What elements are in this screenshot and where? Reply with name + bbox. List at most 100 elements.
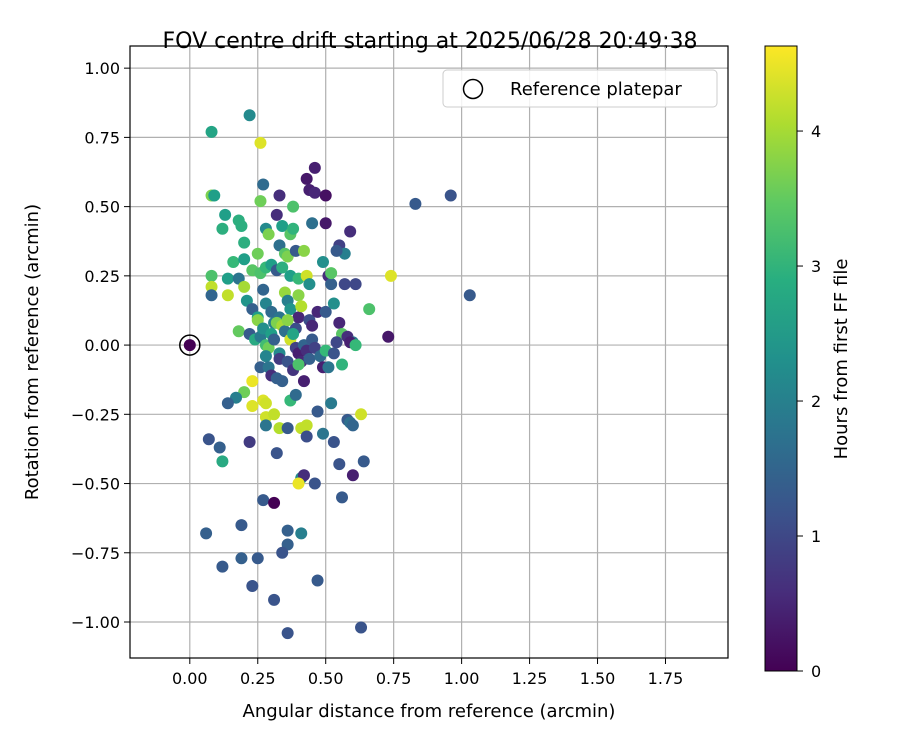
data-point xyxy=(268,333,281,346)
data-point xyxy=(243,436,256,448)
data-point xyxy=(216,455,229,468)
colorbar: 0 1 2 3 4 Hours from first FF file xyxy=(764,45,852,681)
data-point xyxy=(287,200,300,213)
data-point xyxy=(303,278,316,291)
data-point xyxy=(268,496,281,509)
data-point xyxy=(319,189,332,202)
data-point xyxy=(319,305,332,318)
x-axis-ticks: 0.00 0.25 0.50 0.75 1.00 1.25 1.50 1.75 xyxy=(172,658,683,688)
data-point xyxy=(254,195,267,208)
data-point xyxy=(276,220,289,232)
data-point xyxy=(216,222,229,235)
data-point xyxy=(300,430,313,443)
data-point xyxy=(254,136,267,149)
data-point xyxy=(336,358,349,371)
data-point xyxy=(338,278,351,291)
data-point xyxy=(297,244,310,257)
data-point xyxy=(259,350,272,363)
data-point xyxy=(281,627,294,640)
data-point xyxy=(333,458,346,471)
y-tick-label: −1.00 xyxy=(71,613,120,632)
data-point xyxy=(325,278,338,291)
data-point xyxy=(238,280,251,293)
y-tick-label: 1.00 xyxy=(84,59,120,78)
data-point xyxy=(333,316,346,329)
reference-point-ring xyxy=(179,334,201,356)
colorbar-tick-label: 0 xyxy=(811,662,821,681)
data-point xyxy=(287,222,300,235)
data-point xyxy=(216,560,229,573)
colorbar-gradient xyxy=(764,45,798,672)
data-point xyxy=(221,272,234,285)
chart-title: FOV centre drift starting at 2025/06/28 … xyxy=(163,29,698,54)
y-axis-label: Rotation from reference (arcmin) xyxy=(22,204,43,500)
data-point xyxy=(246,400,259,412)
y-tick-label: −0.75 xyxy=(71,544,120,563)
y-tick-label: 0.50 xyxy=(84,198,120,217)
data-point xyxy=(281,524,294,537)
legend-box xyxy=(442,69,718,108)
data-point xyxy=(330,244,343,257)
data-point xyxy=(205,289,218,302)
data-point xyxy=(311,574,324,587)
x-tick-label: 1.75 xyxy=(648,669,684,688)
data-point xyxy=(205,280,218,293)
plot-frame xyxy=(129,45,729,659)
data-point xyxy=(273,189,286,202)
data-point xyxy=(276,261,289,274)
data-point xyxy=(287,328,300,340)
data-point xyxy=(300,172,313,185)
data-point xyxy=(276,375,289,388)
data-point xyxy=(325,267,338,280)
data-point xyxy=(303,352,316,365)
data-point xyxy=(202,433,215,446)
x-tick-label: 1.25 xyxy=(512,669,548,688)
data-point xyxy=(270,447,283,460)
data-point xyxy=(257,178,270,191)
data-point xyxy=(363,303,376,316)
data-point xyxy=(327,297,340,310)
data-points xyxy=(183,109,476,640)
data-point xyxy=(346,469,359,482)
colorbar-label: Hours from first FF file xyxy=(831,259,852,460)
data-point xyxy=(308,161,321,174)
data-point xyxy=(243,109,256,122)
data-point xyxy=(463,289,476,302)
data-point xyxy=(316,427,329,440)
legend-entry-reference-platepar: Reference platepar xyxy=(510,79,682,100)
data-point xyxy=(232,325,245,338)
x-tick-label: 0.25 xyxy=(240,669,276,688)
data-point xyxy=(319,217,332,230)
data-point xyxy=(292,311,305,324)
colorbar-tick-label: 4 xyxy=(811,122,821,141)
data-point xyxy=(382,330,395,343)
data-point xyxy=(409,197,422,210)
data-point xyxy=(235,552,248,565)
data-point xyxy=(235,519,248,532)
data-point xyxy=(316,256,329,268)
data-point xyxy=(257,283,270,296)
data-point xyxy=(292,477,305,490)
data-point xyxy=(349,339,362,352)
legend: Reference platepar xyxy=(442,69,718,108)
data-point xyxy=(213,441,226,454)
colorbar-ticks: 0 1 2 3 4 xyxy=(797,122,821,681)
data-point xyxy=(259,397,272,410)
data-point xyxy=(259,419,272,432)
data-point xyxy=(325,397,338,410)
colorbar-tick-label: 3 xyxy=(811,257,821,276)
data-point xyxy=(349,278,362,291)
data-point xyxy=(205,269,218,282)
data-point xyxy=(219,208,232,221)
data-point xyxy=(300,419,313,432)
colorbar-tick-label: 1 xyxy=(811,527,821,546)
data-point xyxy=(355,621,368,634)
data-point xyxy=(221,397,234,410)
y-tick-label: 0.00 xyxy=(84,336,120,355)
data-point xyxy=(227,256,240,268)
data-point xyxy=(295,527,308,540)
data-point xyxy=(251,247,264,260)
x-tick-label: 0.00 xyxy=(172,669,208,688)
data-point xyxy=(208,189,221,202)
y-axis-ticks: 1.00 0.75 0.50 0.25 0.00 −0.25 −0.50 −0.75 −1.00 xyxy=(71,59,130,632)
